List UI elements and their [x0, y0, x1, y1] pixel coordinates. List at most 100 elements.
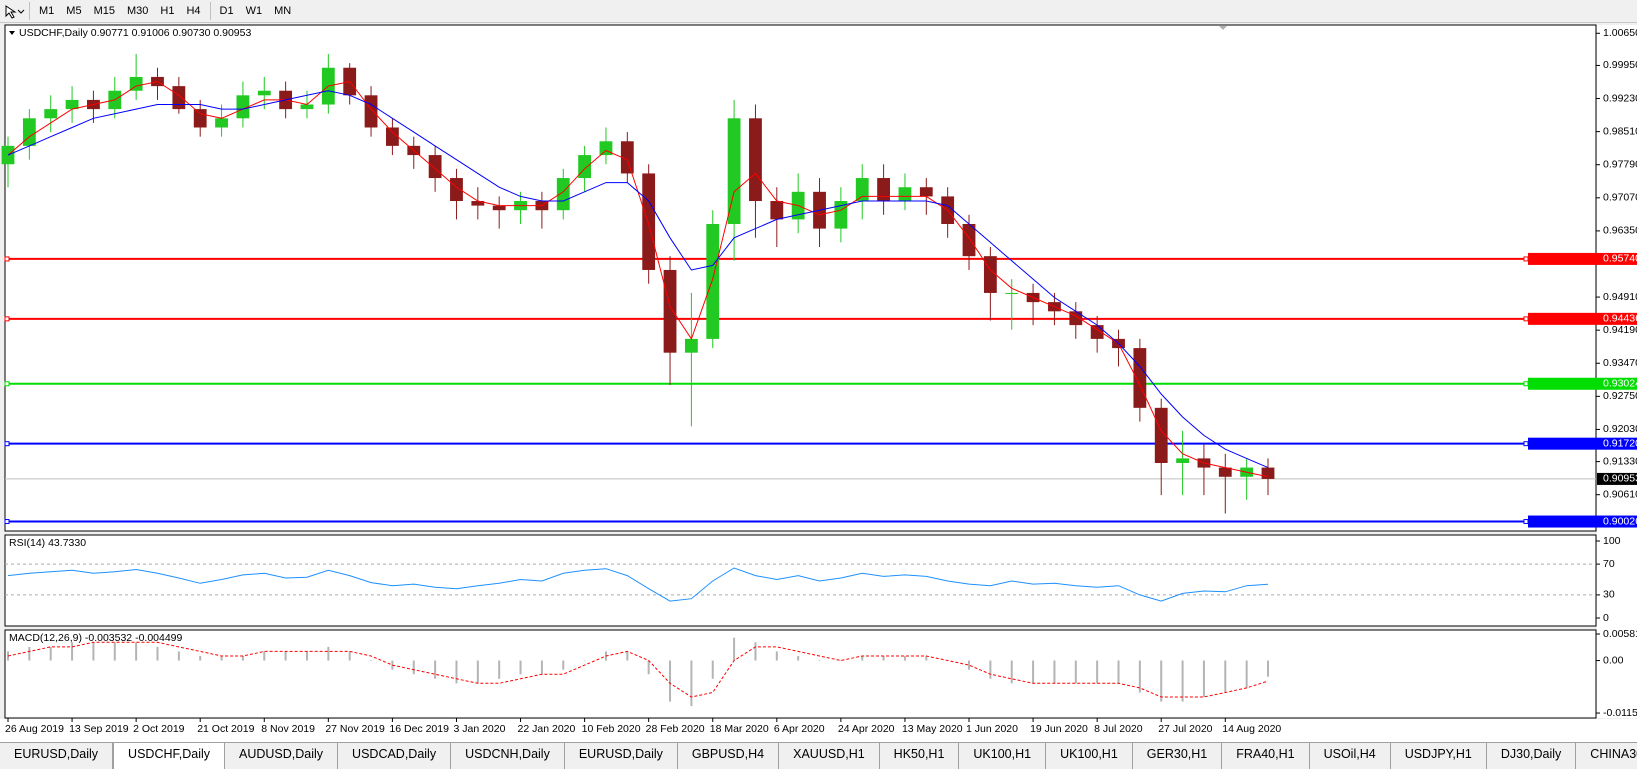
x-tick-label: 2 Oct 2019	[133, 723, 185, 735]
macd-bar	[92, 642, 95, 661]
level-handle	[4, 256, 10, 262]
macd-bar	[818, 660, 821, 662]
macd-bar	[348, 651, 351, 661]
macd-bar	[711, 660, 714, 679]
candle-body	[364, 95, 378, 128]
chart-tab[interactable]: USDCNH,Daily	[451, 743, 565, 769]
panel	[4, 629, 1597, 719]
timeframe-button[interactable]: MN	[274, 5, 292, 17]
candle-body	[1133, 348, 1147, 408]
candle-body	[749, 118, 762, 202]
timeframe-button[interactable]: W1	[245, 5, 263, 17]
timeframe-button[interactable]: H4	[186, 5, 201, 17]
chart-tab[interactable]: USDCHF,Daily	[113, 743, 225, 769]
chart-tab[interactable]: GER30,H1	[1133, 743, 1223, 769]
chart-tab[interactable]: EURUSD,Daily	[0, 743, 114, 769]
candle-body	[22, 118, 36, 146]
candle-body	[898, 187, 912, 202]
candle-body	[1154, 407, 1168, 463]
chart-tab[interactable]: GBPUSD,H4	[678, 743, 780, 769]
level-handle	[4, 316, 10, 322]
x-tick-label: 21 Oct 2019	[197, 723, 254, 735]
macd-bar	[925, 655, 928, 661]
timeframe-button[interactable]: M30	[126, 5, 149, 17]
chart-tab[interactable]: USDJPY,H1	[1391, 743, 1487, 769]
panel-title: MACD(12,26,9) -0.003532 -0.004499	[9, 632, 183, 644]
macd-bar	[177, 651, 180, 661]
chart-tab[interactable]: DJ30,Daily	[1487, 743, 1577, 769]
last-price-box	[1597, 472, 1637, 485]
y-tick-label: 0.005818	[1603, 628, 1637, 640]
candle-body	[983, 256, 997, 293]
timeframe-button[interactable]: D1	[219, 5, 234, 17]
x-tick-label: 13 May 2020	[902, 723, 963, 735]
macd-bar	[241, 655, 244, 661]
macd-bar	[498, 660, 501, 679]
macd-bar	[284, 651, 287, 661]
x-tick-label: 18 Mar 2020	[710, 723, 769, 735]
macd-bar	[305, 651, 308, 661]
x-tick-label: 10 Feb 2020	[582, 723, 641, 735]
timeframe-button[interactable]: M5	[66, 5, 82, 17]
macd-bar	[968, 660, 971, 670]
chart-tab[interactable]: EURUSD,Daily	[565, 743, 678, 769]
macd-bar	[839, 660, 842, 662]
candle-body	[428, 155, 442, 179]
candle-body	[855, 178, 869, 202]
macd-bar	[71, 642, 74, 661]
chart-tab[interactable]: AUDUSD,Daily	[225, 743, 339, 769]
macd-bar	[327, 646, 330, 661]
y-tick-label: 0	[1603, 612, 1609, 624]
level-label-box	[1528, 377, 1637, 390]
macd-bar	[1224, 660, 1227, 693]
candle-body	[236, 95, 250, 119]
candle-body	[1261, 467, 1275, 479]
chart-tab[interactable]: UK100,H1	[1046, 743, 1133, 769]
chart-tab[interactable]: USDCAD,Daily	[338, 743, 452, 769]
macd-bar	[220, 655, 223, 661]
x-tick-label: 6 Apr 2020	[774, 723, 825, 735]
level-label: 0.94436	[1603, 313, 1637, 325]
chart-tab[interactable]: UK100,H1	[959, 743, 1047, 769]
level-label-box	[1528, 515, 1637, 528]
chart-tab[interactable]: FRA40,H1	[1222, 743, 1310, 769]
chart-tab[interactable]: USOil,H4	[1310, 743, 1391, 769]
x-tick-label: 26 Aug 2019	[5, 723, 64, 735]
timeframe-button[interactable]: M1	[39, 5, 55, 17]
candle-body	[556, 178, 570, 211]
panel-title: RSI(14) 43.7330	[9, 537, 86, 549]
timeframe-button[interactable]: H1	[160, 5, 175, 17]
level-handle	[4, 519, 10, 525]
timeframe-button[interactable]: M15	[93, 5, 115, 17]
chart-tab[interactable]: HK50,H1	[880, 743, 960, 769]
macd-bar	[775, 651, 778, 661]
x-tick-label: 27 Nov 2019	[325, 723, 385, 735]
y-tick-label: -0.01151	[1603, 707, 1637, 719]
macd-bar	[540, 660, 543, 675]
toolbar: M1 M5 M15 M30 H1 H4 D1 W1 MN	[0, 0, 1637, 23]
cursor-icon[interactable]	[0, 1, 26, 21]
macd-bar	[1181, 660, 1184, 702]
candle-body	[684, 338, 698, 353]
x-tick-label: 1 Jun 2020	[966, 723, 1018, 735]
macd-bar	[882, 655, 885, 661]
macd-bar	[1053, 660, 1056, 684]
chart-tab[interactable]: XAUUSD,H1	[779, 743, 880, 769]
level-label-box	[1528, 437, 1637, 450]
y-tick-label: 100	[1603, 535, 1621, 547]
candle-body	[770, 201, 784, 220]
macd-bar	[412, 660, 415, 675]
macd-bar	[754, 642, 757, 661]
candle-body	[215, 118, 228, 128]
shift-marker	[1219, 26, 1227, 30]
chart-tab[interactable]: CHINA300,H1	[1576, 743, 1637, 769]
